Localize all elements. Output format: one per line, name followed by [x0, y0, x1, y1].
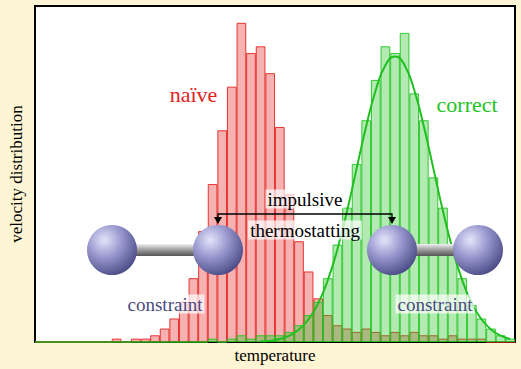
svg-text:constraint: constraint: [128, 294, 204, 315]
svg-text:impulsive: impulsive: [268, 189, 343, 210]
svg-text:correct: correct: [437, 92, 498, 117]
svg-text:naïve: naïve: [170, 82, 218, 107]
svg-text:temperature: temperature: [234, 346, 315, 365]
svg-text:constraint: constraint: [398, 294, 474, 315]
svg-text:velocity distribution: velocity distribution: [7, 105, 26, 243]
svg-text:thermostatting: thermostatting: [250, 220, 360, 241]
